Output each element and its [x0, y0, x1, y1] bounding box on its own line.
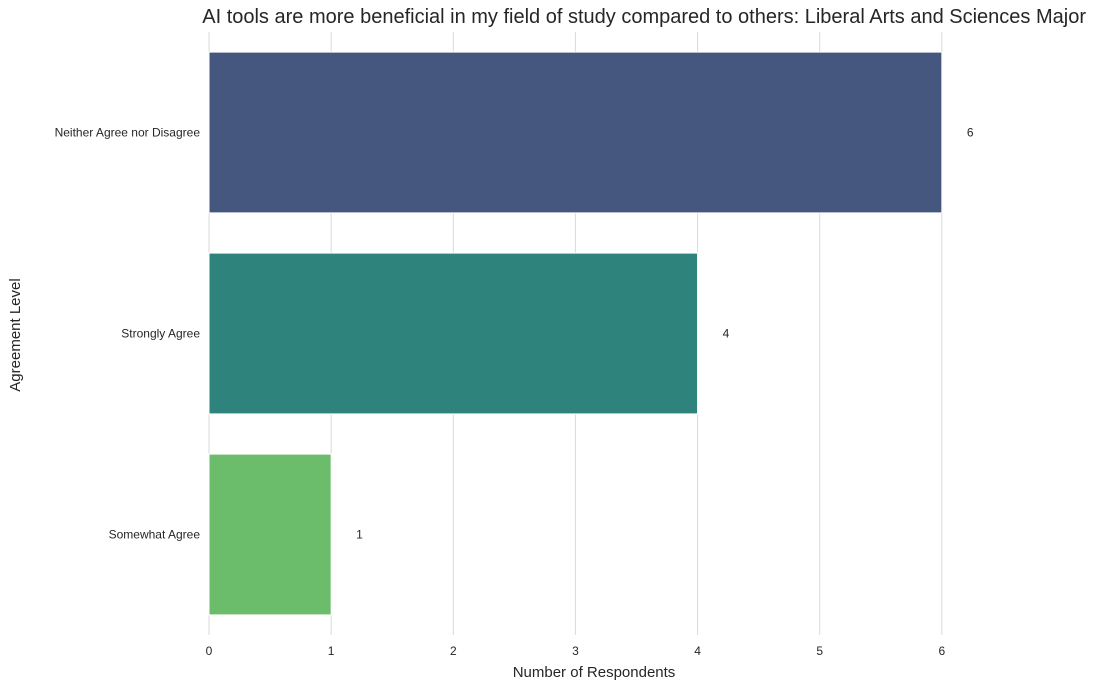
chart-title: AI tools are more beneficial in my field…	[202, 6, 1086, 28]
x-tick-label: 2	[450, 644, 457, 658]
x-axis-ticks: 0 1 2 3 4 5 6	[206, 644, 946, 658]
y-tick-label: Somewhat Agree	[109, 528, 201, 542]
bar-value-label: 4	[723, 327, 730, 341]
x-axis-label: Number of Respondents	[513, 664, 676, 681]
y-tick-label: Neither Agree nor Disagree	[55, 126, 201, 140]
x-tick-label: 4	[694, 644, 701, 658]
bar	[208, 51, 943, 214]
x-tick-label: 3	[572, 644, 579, 658]
y-axis-label: Agreement Level	[7, 278, 24, 391]
data-labels: 6 4 1	[356, 126, 974, 542]
x-tick-label: 6	[939, 644, 946, 658]
bars	[208, 51, 943, 616]
bar	[208, 252, 699, 415]
bar-value-label: 6	[967, 126, 974, 140]
x-tick-label: 0	[206, 644, 213, 658]
y-axis-ticks: Neither Agree nor Disagree Strongly Agree…	[55, 126, 201, 542]
bar	[208, 453, 332, 616]
bar-value-label: 1	[356, 528, 363, 542]
x-tick-label: 1	[328, 644, 335, 658]
x-tick-label: 5	[816, 644, 823, 658]
y-tick-label: Strongly Agree	[121, 327, 200, 341]
